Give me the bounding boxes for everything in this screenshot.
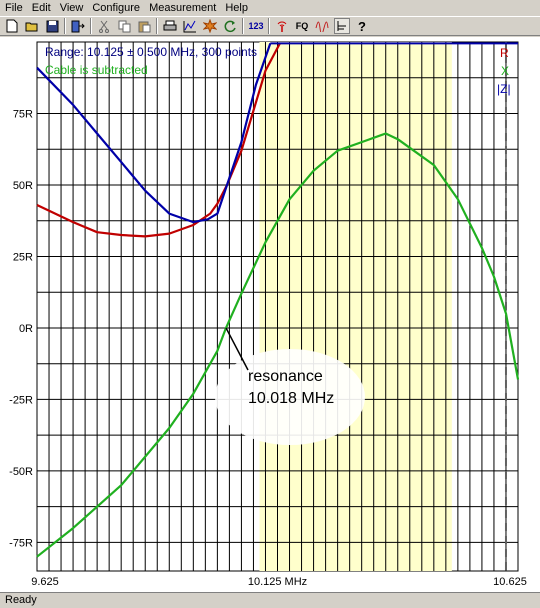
toolbar-separator [156,18,158,34]
highlight-band [259,42,452,571]
select-icon[interactable] [334,18,350,34]
status-text: Ready [5,594,37,606]
y-tick-label: 75R [13,108,33,120]
y-tick-label: 0R [19,323,33,335]
export-icon[interactable] [70,18,86,34]
numbers-icon[interactable]: 123 [248,21,264,31]
menu-help[interactable]: Help [225,2,248,14]
menu-bar: File Edit View Configure Measurement Hel… [0,0,540,16]
fq-icon[interactable]: FQ [295,21,309,31]
waveform-icon[interactable] [314,18,330,34]
toolbar-separator [90,18,92,34]
toolbar: 123 FQ ? [0,16,540,36]
annotation-line1: resonance [248,368,323,385]
print-icon[interactable] [162,18,178,34]
annotation-line2: 10.018 MHz [248,390,334,407]
range-info: Range: 10.125 ± 0.500 MHz, 300 points [45,45,257,59]
new-file-icon[interactable] [4,18,20,34]
menu-measurement[interactable]: Measurement [149,2,217,14]
menu-view[interactable]: View [59,2,84,14]
series-r-line [36,42,281,238]
antenna-icon[interactable] [274,18,290,34]
impedance-chart: 75R 50R 25R 0R -25R -50R -75R 9.625 10.125 MHz 1… [9,41,527,588]
toolbar-separator [242,18,244,34]
legend-x: X [501,64,509,78]
open-folder-icon[interactable] [24,18,40,34]
x-tick-label: 9.625 [31,576,59,588]
help-icon[interactable]: ? [358,18,366,34]
y-tick-label: 50R [13,180,33,192]
y-tick-label: -75R [9,537,33,549]
menu-configure[interactable]: Configure [92,2,141,14]
series-z-line [36,43,272,224]
status-bar: Ready [0,592,540,608]
x-tick-label: 10.125 MHz [248,576,307,588]
plot-area: 75R 50R 25R 0R -25R -50R -75R 9.625 10.125 MHz 1… [0,37,540,592]
refresh-icon[interactable] [222,18,238,34]
annotation-pointer [225,327,249,371]
legend-z: |Z| [497,82,511,96]
y-tick-label: -25R [9,394,33,406]
y-tick-label: -50R [9,466,33,478]
legend-r: R [500,46,509,60]
star-burst-icon[interactable] [202,18,218,34]
paste-icon[interactable] [136,18,152,34]
toolbar-separator [64,18,66,34]
menu-edit[interactable]: Edit [31,2,51,14]
x-tick-label: 10.625 [493,576,527,588]
menu-file[interactable]: File [5,2,23,14]
annotation-bubble [215,349,365,445]
series-x-line [36,132,520,558]
copy-icon[interactable] [116,18,132,34]
cable-info: Cable is subtracted [45,63,148,77]
y-tick-label: 25R [13,251,33,263]
chart-icon[interactable] [182,18,198,34]
save-icon[interactable] [44,18,60,34]
toolbar-separator [268,18,270,34]
cut-icon[interactable] [96,18,112,34]
